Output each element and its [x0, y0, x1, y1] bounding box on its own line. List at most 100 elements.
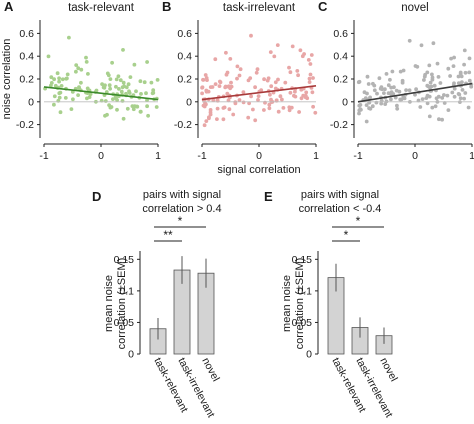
x-tick-label: 0 — [256, 150, 262, 162]
scatter-point — [298, 48, 303, 53]
scatter-point — [100, 82, 104, 86]
scatter-point — [463, 91, 468, 95]
scatter-point — [231, 112, 236, 117]
scatter-point — [357, 111, 361, 116]
scatter-point — [86, 72, 90, 76]
scatter-point — [399, 97, 404, 102]
significance-label: * — [178, 214, 183, 228]
x-tick-label: 1 — [313, 150, 319, 162]
scatter-point — [456, 81, 461, 86]
scatter-point — [281, 106, 286, 110]
scatter-point — [58, 110, 63, 115]
scatter-point — [57, 79, 61, 84]
scatter-point — [425, 70, 430, 75]
scatter-point — [238, 67, 243, 72]
scatter-point — [463, 70, 468, 75]
scatter-point — [462, 62, 466, 67]
scatter-point — [456, 74, 461, 79]
scatter-point — [425, 101, 430, 106]
y-label-line: correlation (±SEM) — [294, 258, 306, 350]
scatter-point — [253, 118, 258, 123]
scatter-point — [110, 60, 114, 65]
scatter-point — [249, 94, 254, 99]
scatter-point — [429, 84, 434, 89]
scatter-point — [449, 56, 453, 61]
scatter-point — [364, 119, 369, 124]
scatter-point — [53, 83, 58, 88]
scatter-point — [359, 107, 363, 112]
scatter-point — [427, 63, 432, 68]
scatter-point — [217, 84, 222, 88]
scatter-point — [452, 94, 457, 99]
panel-title: task-relevant — [68, 2, 135, 14]
scatter-point — [364, 103, 369, 107]
scatter-point — [309, 53, 314, 57]
scatter-point — [407, 38, 412, 43]
panel-letter-b: B — [162, 0, 171, 14]
scatter-point — [52, 94, 57, 99]
scatter-point — [108, 86, 112, 91]
scatter-point — [462, 48, 467, 53]
scatter-point — [268, 50, 273, 54]
scatter-point — [276, 77, 280, 82]
fit-line — [357, 82, 473, 103]
scatter-point — [225, 91, 230, 96]
scatter-point — [132, 62, 137, 67]
scatter-point — [446, 66, 451, 71]
scatter-point — [301, 93, 306, 98]
scatter-point — [104, 90, 109, 94]
scatter-point — [255, 67, 260, 72]
scatter-point — [296, 73, 300, 78]
scatter-point — [132, 104, 137, 108]
scatter-point — [297, 110, 301, 114]
scatter-point — [434, 96, 439, 101]
panel-title: novel — [401, 2, 429, 14]
panel-letter-e: E — [264, 189, 273, 204]
scatter-point — [71, 97, 75, 102]
scatter-point — [60, 77, 65, 82]
scatter-point — [69, 107, 74, 111]
scatter-point — [266, 76, 271, 81]
scatter-point — [221, 106, 226, 110]
y-tick-label: 0.2 — [19, 74, 34, 86]
scatter-point — [467, 70, 472, 75]
scatter-point — [379, 85, 384, 90]
y-tick-label: 0.2 — [333, 74, 348, 86]
scatter-point — [280, 97, 284, 102]
scatter-point — [79, 80, 83, 85]
scatter-point — [419, 43, 424, 48]
scatter-point — [400, 80, 405, 85]
scatter-point — [210, 85, 215, 89]
scatter-point — [390, 69, 395, 74]
scatter-point — [426, 84, 431, 89]
y-tick-label: 0 — [186, 96, 192, 108]
scatter-point — [120, 99, 125, 103]
y-axis-label: mean noisecorrelation (±SEM) — [281, 258, 306, 350]
scatter-point — [202, 123, 207, 128]
scatter-point — [207, 116, 211, 121]
scatter-point — [430, 72, 434, 77]
scatter-point — [63, 96, 68, 100]
x-axis-label: signal correlation — [217, 164, 300, 176]
scatter-point — [105, 71, 110, 76]
category-label: novel — [377, 356, 399, 384]
scatter-point — [200, 85, 205, 90]
scatter-point — [206, 89, 211, 94]
scatter-point — [200, 91, 205, 96]
y-axis-label: noise correlation — [1, 39, 13, 120]
y-tick-label: 0.05 — [292, 317, 313, 329]
scatter-point — [125, 106, 130, 111]
scatter-point — [469, 84, 474, 89]
scatter-point — [249, 33, 253, 38]
scatter-point — [304, 90, 309, 95]
scatter-point — [57, 95, 62, 100]
title-line: correlation > 0.4 — [142, 203, 221, 215]
significance-label: * — [356, 214, 361, 228]
scatter-point — [138, 79, 143, 84]
scatter-point — [145, 60, 150, 64]
scatter-point — [108, 77, 113, 81]
scatter-point — [365, 91, 369, 96]
scatter-point — [450, 90, 455, 95]
scatter-point — [246, 78, 251, 83]
scatter-point — [229, 84, 234, 89]
